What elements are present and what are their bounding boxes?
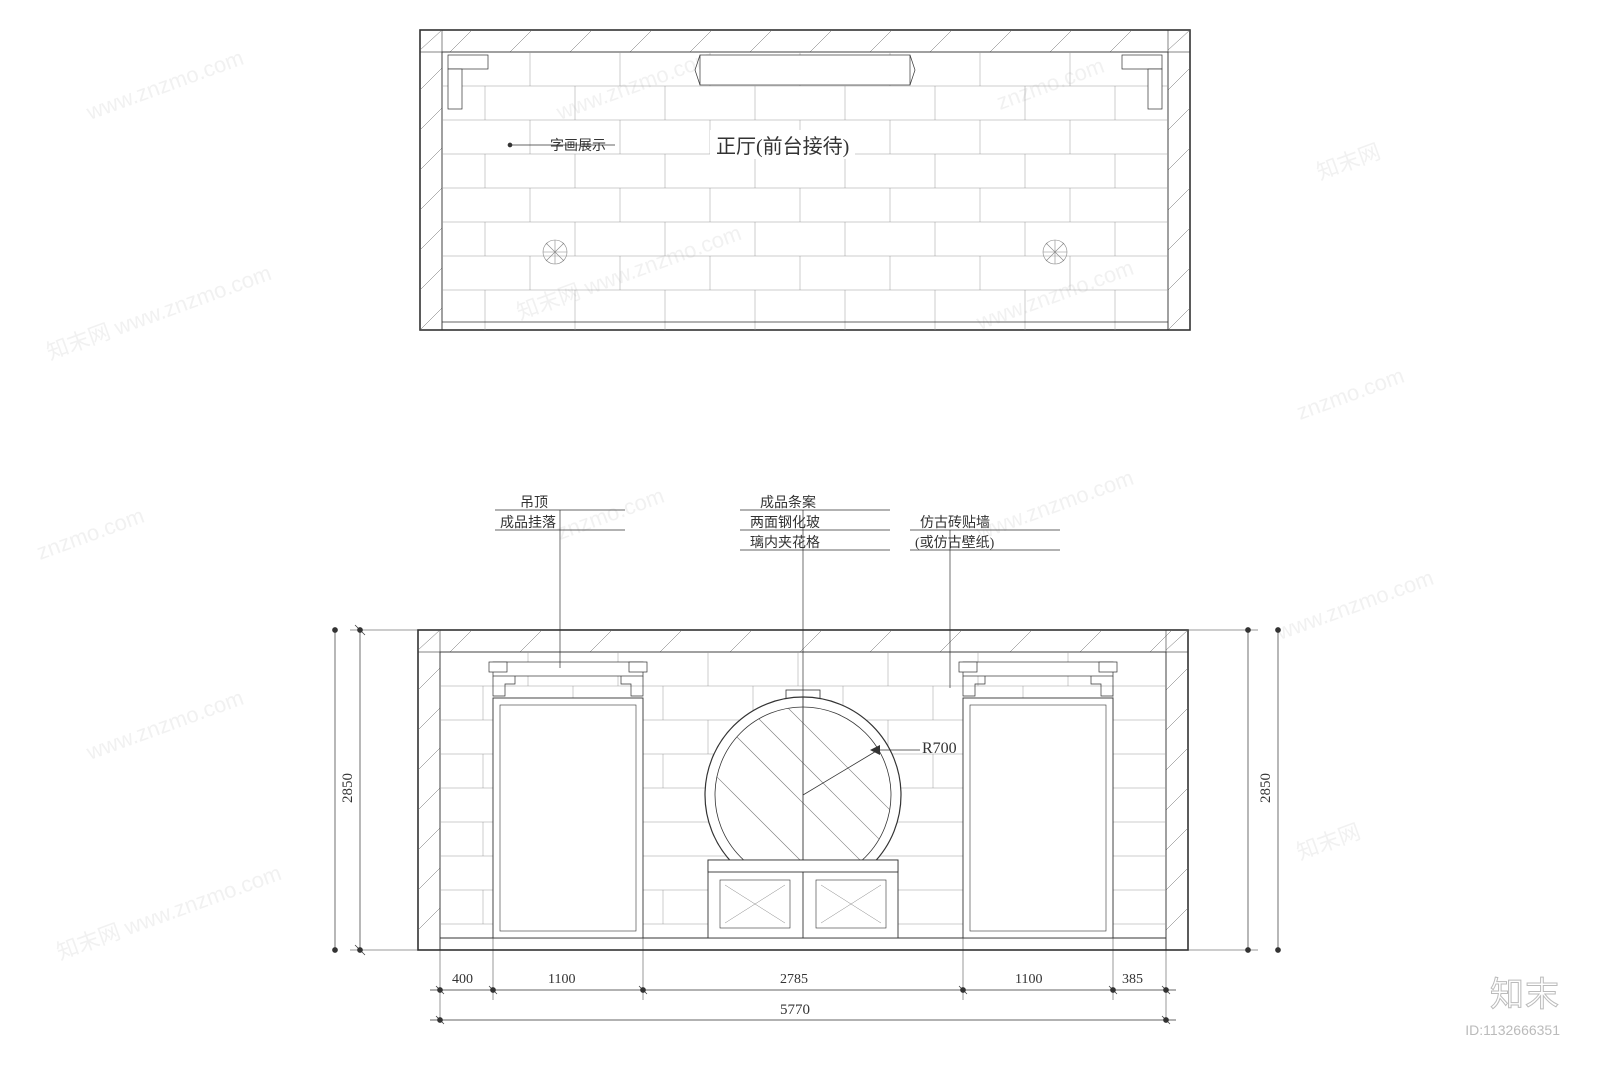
- svg-text:知末网 www.znzmo.com: 知末网 www.znzmo.com: [53, 860, 284, 965]
- brand-id: ID:1132666351: [1465, 1022, 1560, 1038]
- top-subtitle: 字画展示: [550, 135, 606, 155]
- bottom-elevation: [418, 510, 1188, 960]
- top-title: 正厅(前台接待): [710, 130, 855, 159]
- dim-total: 5770: [780, 1002, 810, 1019]
- console-cabinet: [708, 860, 898, 938]
- svg-text:知末网: 知末网: [1313, 139, 1384, 185]
- callout-hang: 成品挂落: [500, 512, 556, 532]
- svg-text:znzmo.com: znzmo.com: [1293, 363, 1407, 425]
- svg-text:www.znzmo.com: www.znzmo.com: [972, 465, 1137, 545]
- svg-text:知末网: 知末网: [1293, 819, 1364, 865]
- top-plaque: [695, 55, 915, 85]
- callout-ceiling: 吊顶: [520, 492, 548, 512]
- brand-logo: 知末: [1490, 967, 1560, 1016]
- svg-text:www.znzmo.com: www.znzmo.com: [82, 685, 247, 765]
- callout-table: 成品条案: [760, 492, 816, 512]
- svg-text:知末网 www.znzmo.com: 知末网 www.znzmo.com: [43, 260, 274, 365]
- dim-seg-2: 2785: [780, 972, 808, 988]
- svg-text:www.znzmo.com: www.znzmo.com: [552, 45, 717, 125]
- svg-text:znzmo.com: znzmo.com: [33, 503, 147, 565]
- svg-text:znzmo.com: znzmo.com: [993, 53, 1107, 115]
- callout-brick2: (或仿古壁纸): [915, 532, 994, 552]
- svg-text:www.znzmo.com: www.znzmo.com: [82, 45, 247, 125]
- dim-h-left: 2850: [340, 773, 357, 803]
- dim-h-right: 2850: [1258, 773, 1275, 803]
- dim-seg-4: 385: [1122, 972, 1143, 988]
- svg-text:www.znzmo.com: www.znzmo.com: [1272, 565, 1437, 645]
- radius-label: R700: [922, 740, 957, 758]
- dim-seg-0: 400: [452, 972, 473, 988]
- svg-text:znzmo.com: znzmo.com: [553, 483, 667, 545]
- dim-seg-1: 1100: [548, 972, 575, 988]
- drawing-canvas: www.znzmo.com 知末网 www.znzmo.com znzmo.co…: [0, 0, 1600, 1066]
- callout-brick1: 仿古砖贴墙: [920, 512, 990, 532]
- callout-glass2: 璃内夹花格: [750, 532, 820, 552]
- dim-seg-3: 1100: [1015, 972, 1042, 988]
- callout-glass1: 两面钢化玻: [750, 512, 820, 532]
- svg-text:www.znzmo.com: www.znzmo.com: [972, 255, 1137, 335]
